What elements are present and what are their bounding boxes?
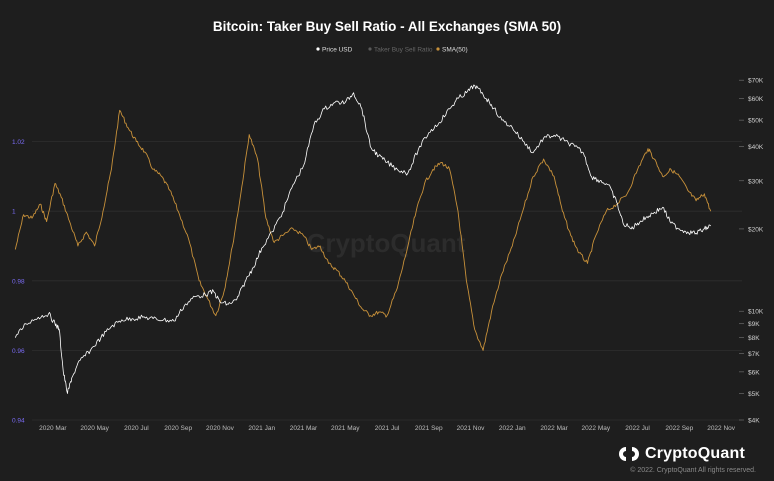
left-tick-label: 1: [12, 209, 16, 216]
x-tick-label: 2022 May: [582, 425, 611, 432]
cryptoquant-logo-icon: [619, 447, 639, 461]
right-tick-label: $30K: [748, 178, 764, 185]
legend-marker: [316, 47, 320, 51]
right-axis: $4K $5K $6K $7K $8K $9K $10K $20K $30K $40K $50K $6…: [739, 78, 764, 425]
legend-marker: [436, 47, 440, 51]
legend-marker: [368, 47, 372, 51]
right-tick-label: $5K: [748, 391, 760, 398]
left-axis: 0.94 0.96 0.98 1 1.02: [12, 139, 25, 424]
x-tick-label: 2022 Sep: [665, 425, 693, 432]
legend: Price USD Taker Buy Sell Ratio SMA(50): [316, 47, 468, 54]
legend-label: Price USD: [322, 47, 353, 54]
x-tick-label: 2020 Nov: [206, 425, 235, 432]
legend-entry[interactable]: Price USD: [316, 47, 353, 54]
x-tick-label: 2021 Jul: [375, 425, 400, 432]
right-tick-label: $70K: [748, 78, 764, 85]
x-tick-label: 2022 Nov: [707, 425, 736, 432]
price-series-line: [14, 84, 711, 394]
series-layer: [14, 84, 712, 394]
x-tick-label: 2022 Jul: [625, 425, 650, 432]
x-axis: 2020 Mar 2020 May 2020 Jul 2020 Sep 2020 Nov…: [39, 425, 736, 432]
x-tick-label: 2021 Sep: [415, 425, 443, 432]
x-tick-label: 2021 Jan: [248, 425, 275, 432]
grid-layer: [32, 141, 742, 421]
left-tick-label: 0.96: [12, 348, 25, 355]
x-tick-label: 2021 May: [331, 425, 360, 432]
right-tick-label: $6K: [748, 369, 760, 376]
copyright-text: © 2022. CryptoQuant All rights reserved.: [630, 467, 756, 474]
chart-title: Bitcoin: Taker Buy Sell Ratio - All Exch…: [212, 19, 562, 34]
right-tick-label: $10K: [748, 309, 764, 316]
left-tick-label: 0.94: [12, 418, 25, 425]
x-tick-label: 2022 Mar: [540, 425, 568, 432]
right-tick-label: $60K: [748, 96, 764, 103]
x-tick-label: 2020 Jul: [124, 425, 149, 432]
brand-logo: CryptoQuant: [618, 444, 745, 464]
sma50-series-line: [14, 109, 712, 351]
x-tick-label: 2020 May: [80, 425, 109, 432]
right-tick-label: $4K: [748, 418, 760, 425]
brand-name: CryptoQuant: [645, 445, 745, 462]
x-tick-label: 2020 Sep: [164, 425, 192, 432]
watermark: CryptoQuant: [307, 228, 466, 258]
x-tick-label: 2021 Nov: [457, 425, 486, 432]
left-tick-label: 1.02: [12, 139, 25, 146]
right-tick-label: $20K: [748, 226, 764, 233]
x-tick-label: 2022 Jan: [499, 425, 526, 432]
legend-entry[interactable]: SMA(50): [436, 47, 468, 54]
legend-entry[interactable]: Taker Buy Sell Ratio: [368, 47, 433, 54]
right-tick-label: $8K: [748, 335, 760, 342]
right-tick-label: $40K: [748, 144, 764, 151]
x-tick-label: 2020 Mar: [39, 425, 67, 432]
left-tick-label: 0.98: [12, 278, 25, 285]
right-tick-label: $7K: [748, 351, 760, 358]
x-tick-label: 2021 Mar: [290, 425, 318, 432]
legend-label: SMA(50): [442, 47, 468, 54]
legend-label: Taker Buy Sell Ratio: [374, 47, 433, 54]
right-tick-label: $9K: [748, 321, 760, 328]
right-tick-label: $50K: [748, 118, 764, 125]
